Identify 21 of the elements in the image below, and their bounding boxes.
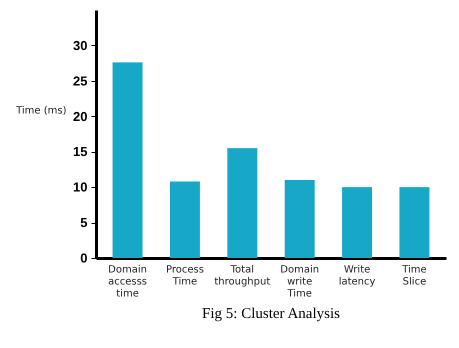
y-axis-title: Time (ms) [15,106,67,116]
y-tick-label: 20 [73,108,88,124]
y-tick-label: 0 [80,250,88,266]
text: Fig 5: Cluster Analysis [202,306,340,322]
bar [284,180,315,258]
bar [170,181,200,258]
x-tick-label: Write latency [338,264,376,288]
y-tick-label: 10 [73,180,88,195]
x-tick-label: Domain accesss time [108,264,148,300]
bar [342,187,372,258]
x-tick-label: Time Slice [401,264,427,288]
x-tick-label: Domain write Time [280,264,320,300]
y-tick-label: 25 [73,73,88,88]
x-tick-label: Process Time [166,264,204,288]
x-tick-label: Total throughput [214,264,270,288]
y-tick-label: 30 [73,38,88,53]
y-tick-label: 5 [80,215,88,230]
bar [112,62,143,258]
y-tick-label: 15 [73,144,88,160]
bar [399,187,430,258]
bar [227,148,258,258]
